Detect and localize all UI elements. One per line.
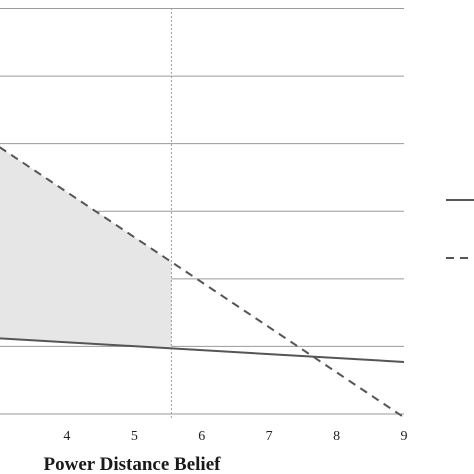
x-axis-title: Power Distance Belief — [44, 454, 222, 474]
x-tick-label: 9 — [401, 429, 408, 444]
x-tick-label: 4 — [63, 429, 70, 444]
x-tick-label: 6 — [198, 429, 205, 444]
shaded-region — [0, 147, 172, 349]
x-tick-label: 7 — [266, 429, 273, 444]
x-tick-label: 5 — [131, 429, 138, 444]
x-tick-label: 8 — [333, 429, 340, 444]
solid-series-line — [0, 337, 405, 363]
dashed-series-line — [0, 146, 405, 419]
